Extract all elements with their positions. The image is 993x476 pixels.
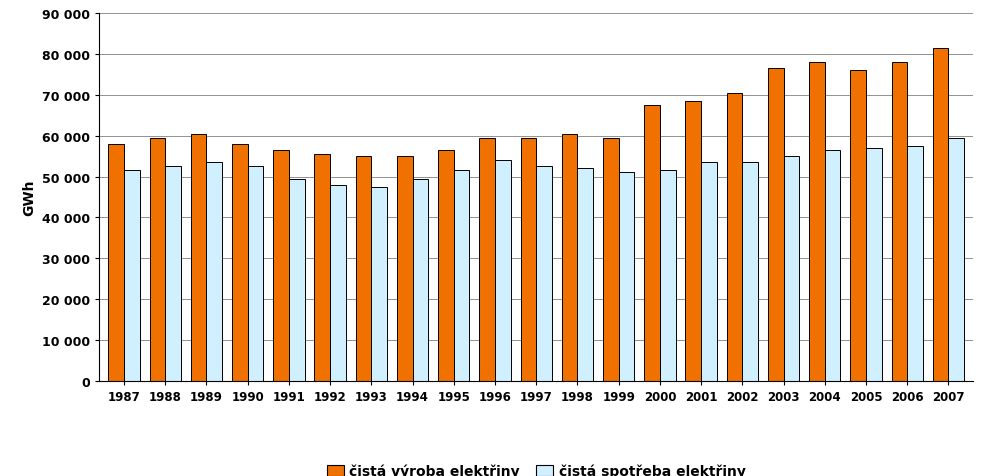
Bar (454, 171, 470, 381)
Legend: čistá výroba elektřiny, čistá spotřeba elektřiny: čistá výroba elektřiny, čistá spotřeba e… (322, 458, 751, 476)
Bar (355, 157, 371, 381)
Bar (232, 145, 247, 381)
Bar (701, 163, 717, 381)
Bar (438, 151, 454, 381)
Bar (150, 139, 165, 381)
Bar (908, 147, 922, 381)
Bar (932, 49, 948, 381)
Bar (727, 94, 743, 381)
Bar (315, 155, 330, 381)
Bar (825, 151, 840, 381)
Bar (207, 163, 222, 381)
Bar (124, 171, 140, 381)
Bar (866, 149, 882, 381)
Bar (660, 171, 675, 381)
Bar (578, 169, 593, 381)
Bar (480, 139, 495, 381)
Bar (330, 185, 346, 381)
Bar (783, 157, 799, 381)
Bar (165, 167, 181, 381)
Bar (603, 139, 619, 381)
Bar (191, 134, 207, 381)
Y-axis label: GWh: GWh (23, 179, 37, 216)
Bar (495, 161, 510, 381)
Bar (685, 102, 701, 381)
Bar (397, 157, 412, 381)
Bar (743, 163, 758, 381)
Bar (948, 139, 964, 381)
Bar (371, 188, 387, 381)
Bar (892, 63, 908, 381)
Bar (412, 179, 428, 381)
Bar (768, 69, 783, 381)
Bar (273, 151, 289, 381)
Bar (520, 139, 536, 381)
Bar (619, 173, 635, 381)
Bar (850, 71, 866, 381)
Bar (536, 167, 552, 381)
Bar (562, 134, 578, 381)
Bar (247, 167, 263, 381)
Bar (644, 106, 660, 381)
Bar (809, 63, 825, 381)
Bar (289, 179, 305, 381)
Bar (108, 145, 124, 381)
